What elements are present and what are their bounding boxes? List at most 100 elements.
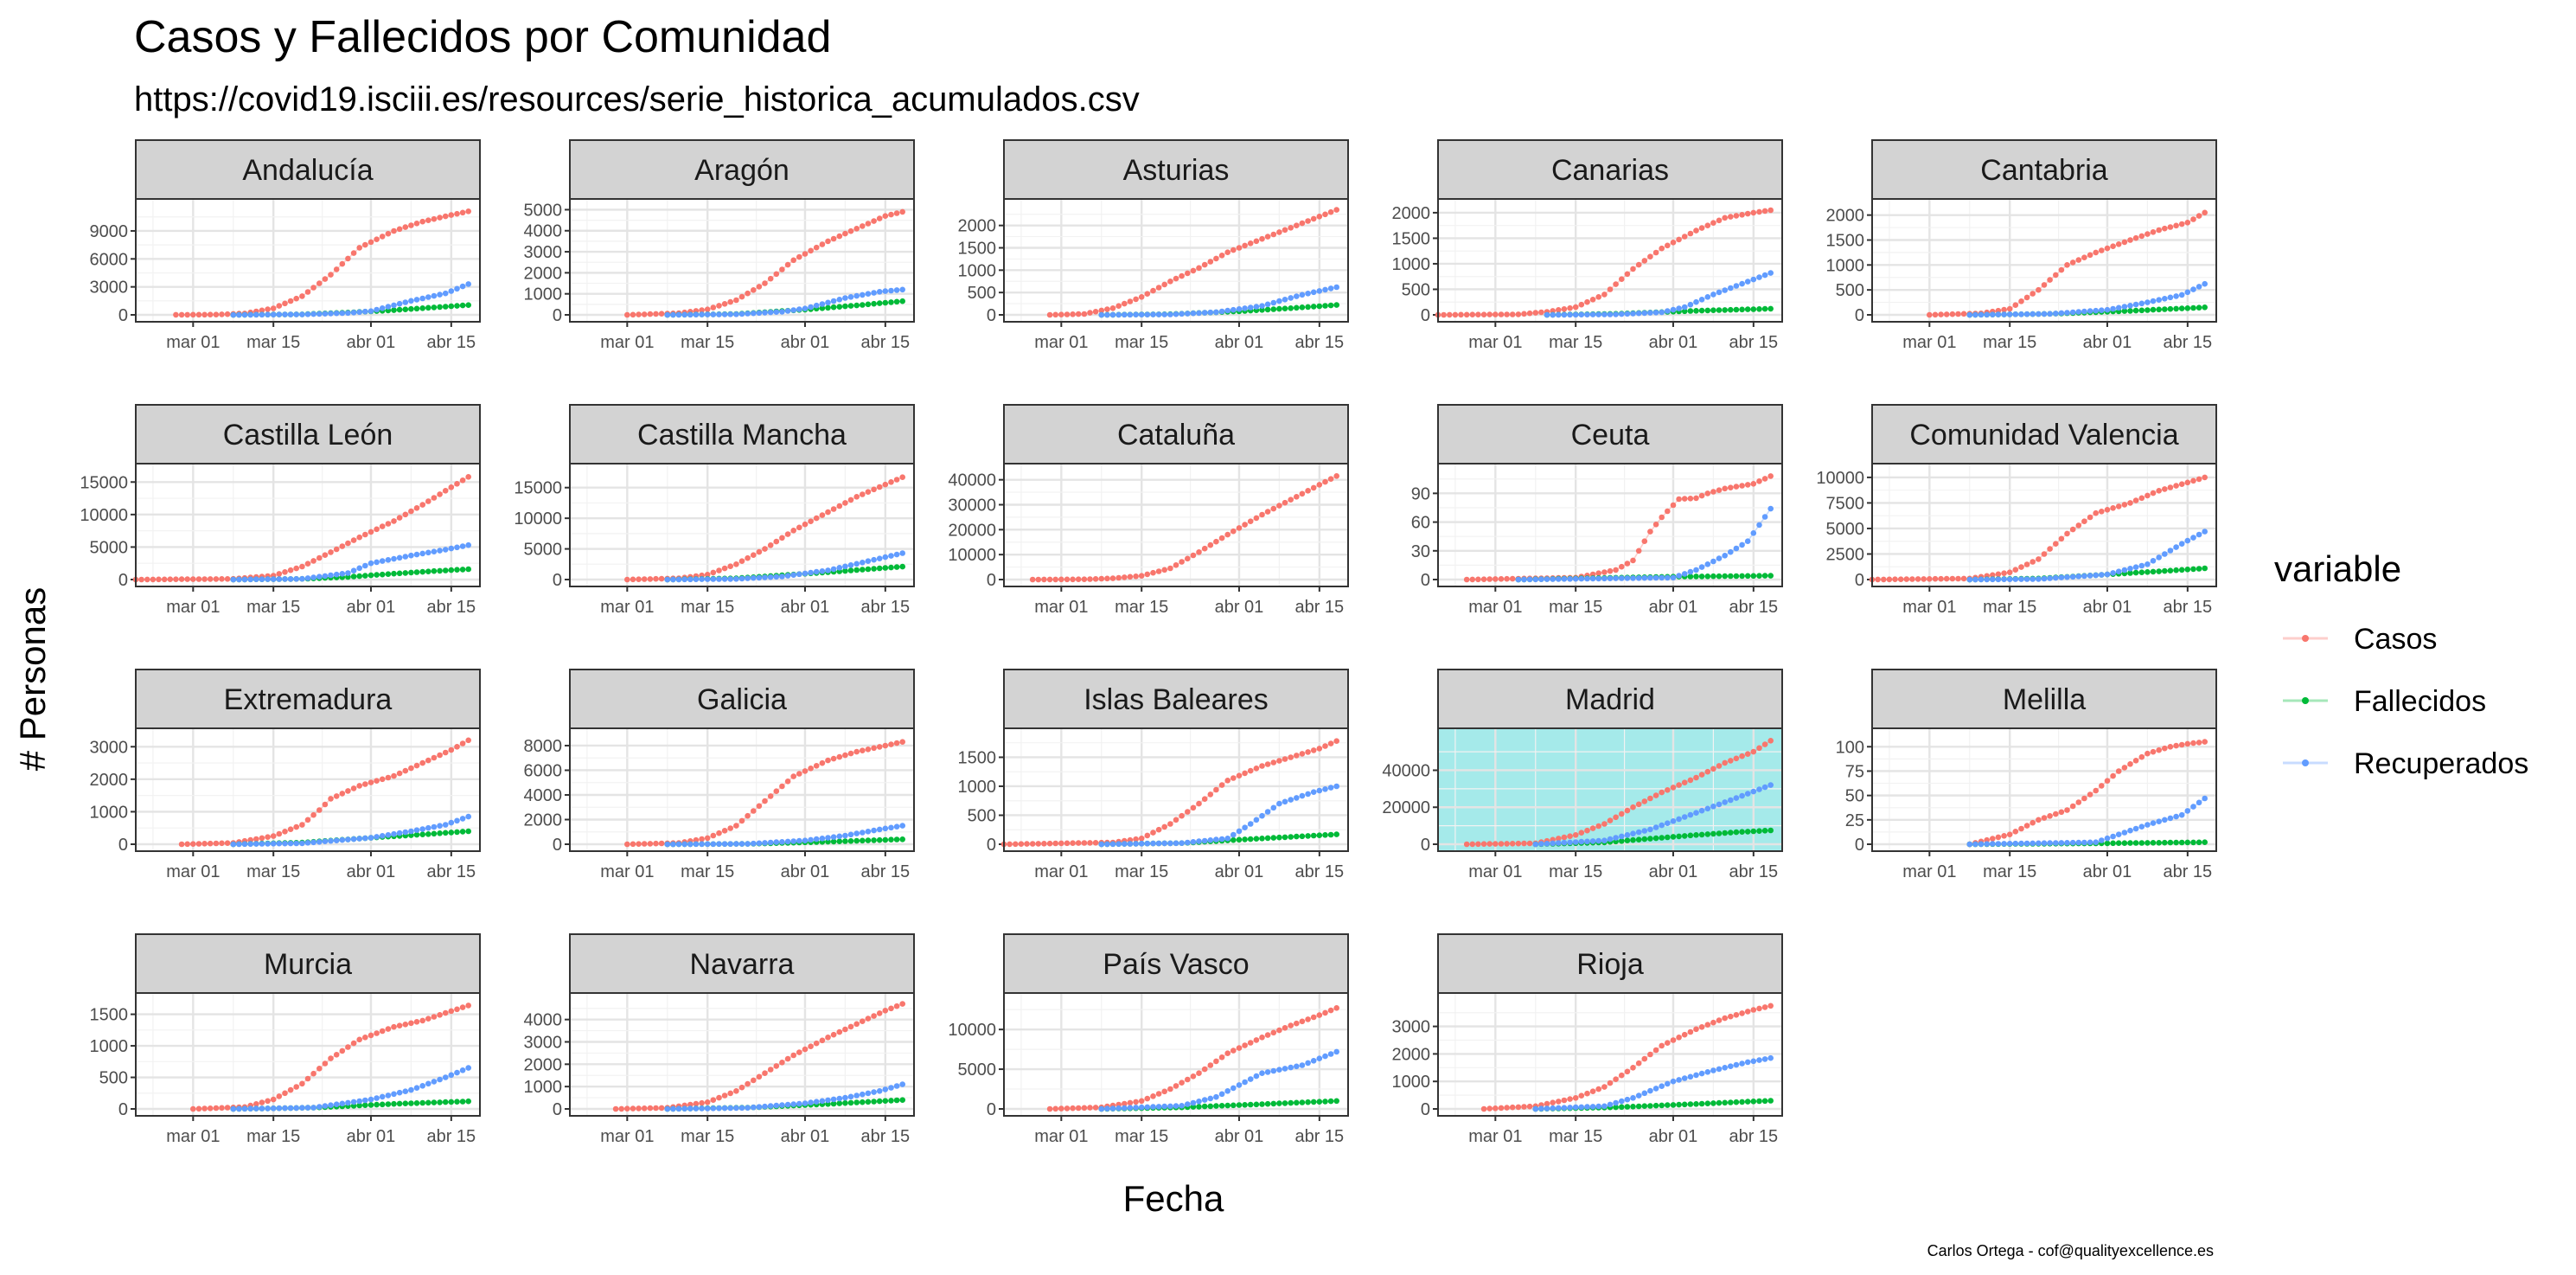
- data-point: [1167, 565, 1173, 572]
- data-point: [825, 1097, 831, 1104]
- data-point: [144, 576, 150, 583]
- data-point: [1647, 1087, 1653, 1094]
- data-point: [253, 311, 259, 318]
- data-point: [1035, 576, 1042, 583]
- data-point: [882, 825, 889, 832]
- x-tick-label: mar 15: [1983, 598, 2036, 617]
- data-point: [2132, 301, 2139, 308]
- data-point: [408, 1020, 414, 1027]
- data-point: [362, 1097, 368, 1104]
- data-point: [865, 221, 872, 227]
- data-point: [825, 838, 831, 845]
- data-point: [1722, 485, 1728, 492]
- data-point: [1201, 1066, 1208, 1073]
- data-point: [1316, 214, 1323, 220]
- data-point: [362, 1102, 368, 1108]
- data-point: [396, 830, 403, 836]
- data-point: [745, 1105, 751, 1111]
- data-point: [1161, 1103, 1167, 1110]
- data-point: [836, 503, 843, 509]
- data-point: [2202, 565, 2208, 572]
- data-point: [310, 311, 316, 317]
- data-point: [1710, 307, 1716, 314]
- data-point: [865, 746, 872, 753]
- data-point: [1687, 1101, 1694, 1107]
- data-point: [1704, 805, 1711, 812]
- data-point: [836, 1100, 843, 1106]
- x-tick-label: mar 15: [1115, 1127, 1168, 1146]
- data-point: [738, 841, 745, 847]
- y-tick-label: 3000: [90, 279, 129, 298]
- data-point: [1595, 1103, 1601, 1110]
- data-point: [1704, 768, 1711, 775]
- data-point: [704, 306, 711, 313]
- x-tick-label: mar 01: [1034, 1127, 1088, 1146]
- x-tick-label: abr 15: [860, 862, 910, 881]
- panel-border: [569, 727, 915, 852]
- data-point: [636, 841, 642, 847]
- data-point: [1635, 1103, 1642, 1110]
- data-point: [641, 1105, 648, 1112]
- data-point: [1098, 307, 1105, 314]
- series-recuperados-murcia: [230, 1065, 471, 1112]
- data-point: [287, 1086, 294, 1093]
- data-point: [316, 807, 323, 813]
- data-point: [773, 538, 780, 545]
- data-point: [304, 1105, 311, 1111]
- data-point: [1526, 840, 1533, 847]
- data-point: [1333, 783, 1339, 790]
- data-point: [2145, 840, 2151, 846]
- data-point: [733, 576, 739, 582]
- data-point: [1150, 287, 1156, 294]
- panel-border: [135, 992, 481, 1117]
- data-point: [1670, 306, 1677, 313]
- data-point: [1253, 817, 1260, 823]
- data-point: [1213, 309, 1219, 316]
- data-point: [413, 762, 420, 769]
- data-point: [1276, 305, 1282, 312]
- data-point: [299, 1080, 305, 1087]
- data-point: [767, 1103, 774, 1109]
- data-point: [1733, 755, 1740, 762]
- strip-label-pais-vasco: País Vasco: [1103, 948, 1249, 981]
- y-tick-label: 500: [99, 1069, 128, 1088]
- data-point: [1104, 306, 1110, 312]
- y-tick-label: 20000: [1382, 798, 1430, 817]
- x-tick-label: mar 15: [1115, 333, 1168, 352]
- data-point: [675, 841, 682, 848]
- data-point: [1532, 310, 1539, 316]
- data-point: [1744, 1059, 1751, 1066]
- data-point: [836, 833, 843, 840]
- data-point: [860, 292, 866, 298]
- x-tick-label: abr 01: [2083, 862, 2132, 881]
- x-tick-label: mar 01: [166, 598, 220, 617]
- chart-subtitle: https://covid19.isciii.es/resources/seri…: [134, 80, 1140, 119]
- data-point: [333, 571, 340, 578]
- data-point: [1943, 575, 1950, 582]
- data-point: [2001, 570, 2007, 576]
- data-point: [1024, 841, 1030, 847]
- data-point: [819, 305, 826, 311]
- data-point: [1242, 242, 1248, 249]
- data-point: [184, 576, 190, 582]
- data-point: [333, 837, 340, 843]
- data-point: [213, 311, 220, 318]
- data-point: [1578, 575, 1585, 582]
- data-point: [882, 299, 889, 306]
- data-point: [1710, 830, 1716, 837]
- data-point: [2190, 477, 2196, 484]
- data-point: [1247, 1101, 1254, 1108]
- data-point: [259, 311, 265, 318]
- data-point: [442, 304, 449, 310]
- data-point: [374, 1030, 380, 1036]
- data-point: [1744, 1009, 1751, 1015]
- data-point: [1173, 840, 1179, 847]
- data-point: [1064, 840, 1071, 847]
- data-point: [339, 260, 346, 267]
- data-point: [1179, 1103, 1185, 1109]
- data-point: [756, 310, 763, 317]
- data-point: [1756, 274, 1762, 280]
- data-point: [1927, 311, 1933, 318]
- data-point: [2145, 299, 2151, 305]
